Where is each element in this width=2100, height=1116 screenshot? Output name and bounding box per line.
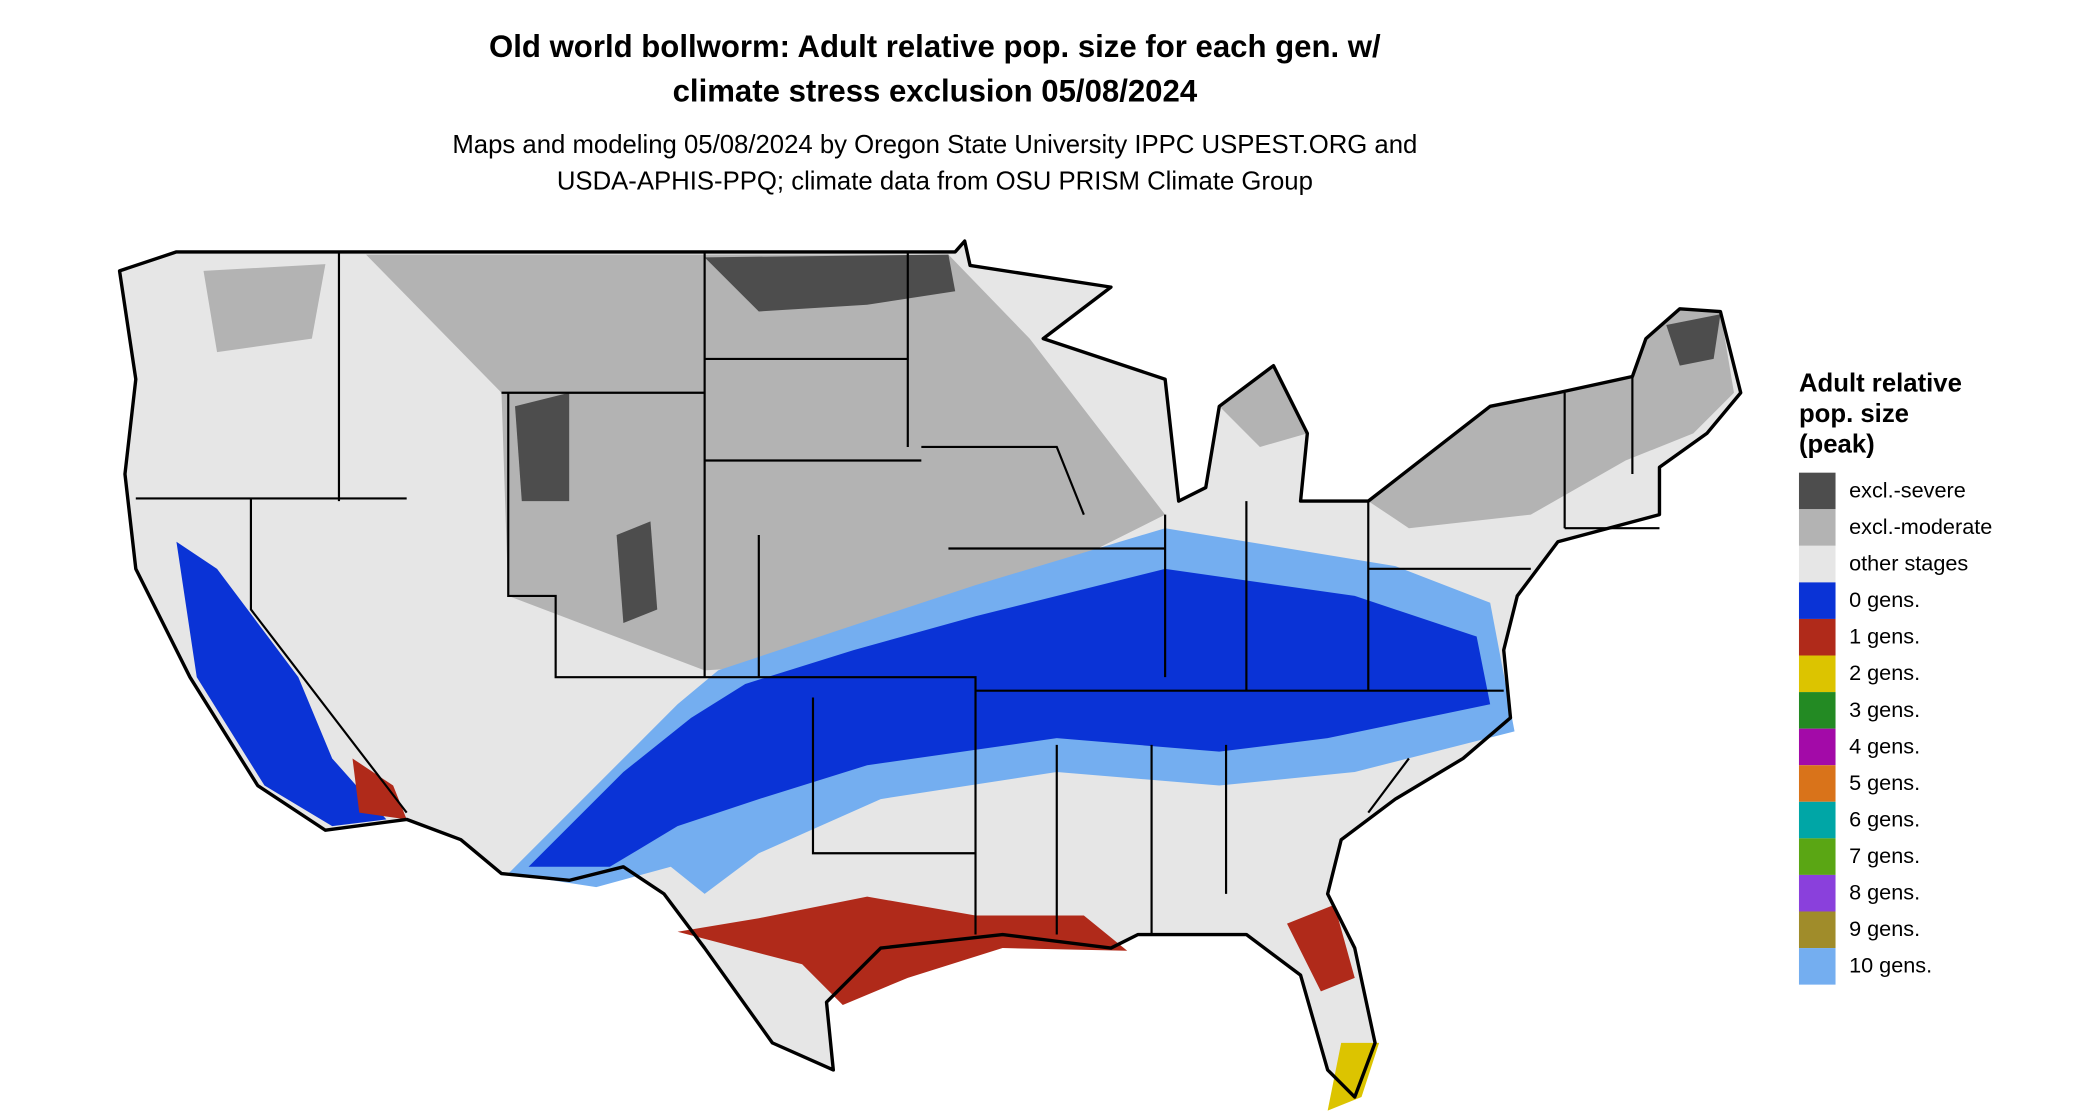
legend-swatch (1798, 545, 1836, 583)
legend-label: 6 gens. (1849, 806, 1920, 831)
state-border (135, 251, 1660, 935)
legend-label: 7 gens. (1849, 843, 1920, 868)
legend-title: Adult relative (1799, 369, 1962, 397)
legend-swatch (1798, 911, 1836, 949)
legend-swatch (1798, 472, 1836, 510)
legend-label: 9 gens. (1849, 916, 1920, 941)
legend-label: 2 gens. (1849, 660, 1920, 685)
legend-label: excl.-severe (1849, 477, 1966, 502)
region-severe (616, 521, 658, 624)
region-moderate (366, 254, 1166, 671)
legend: Adult relative pop. size(peak) excl.-sever… (1798, 369, 1992, 985)
legend-label: 5 gens. (1849, 770, 1920, 795)
region-moderate (1368, 308, 1734, 529)
title-line: climate stress exclusion 05/08/2024 (673, 74, 1198, 109)
legend-label: 1 gens. (1849, 624, 1920, 649)
legend-title: pop. size (1799, 400, 1909, 428)
legend-label: 4 gens. (1849, 733, 1920, 758)
region-2-gens (1327, 1042, 1380, 1111)
legend-swatch (1798, 509, 1836, 546)
us-map (117, 239, 1743, 1111)
legend-swatch (1798, 618, 1836, 656)
legend-label: other stages (1849, 550, 1968, 575)
region-0-gens (528, 568, 1491, 867)
legend-swatch (1798, 874, 1836, 912)
region-severe (1666, 314, 1721, 366)
legend-swatch (1798, 728, 1836, 766)
legend-label: 8 gens. (1849, 880, 1920, 905)
region-1-gens (352, 758, 407, 820)
region-1-gens (1287, 904, 1355, 992)
region-moderate (1219, 365, 1308, 447)
legend-swatch (1798, 801, 1836, 839)
legend-title: (peak) (1799, 430, 1875, 458)
legend-swatch (1798, 655, 1836, 693)
legend-label: 3 gens. (1849, 697, 1920, 722)
legend-swatch (1798, 692, 1836, 729)
region-severe (515, 392, 570, 502)
title-line: Old world bollworm: Adult relative pop. … (489, 29, 1381, 64)
legend-swatch (1798, 582, 1836, 619)
legend-label: 0 gens. (1849, 587, 1920, 612)
subtitle-line: Maps and modeling 05/08/2024 by Oregon S… (452, 131, 1417, 159)
region-0-gens (176, 541, 387, 827)
legend-swatch (1798, 838, 1836, 875)
subtitle-line: USDA-APHIS-PPQ; climate data from OSU PR… (557, 168, 1313, 196)
legend-swatch (1798, 765, 1836, 802)
legend-label: 10 gens. (1849, 953, 1932, 978)
region-severe (704, 254, 956, 312)
us-outline (117, 239, 1743, 1099)
region-1-gens (677, 896, 1128, 1005)
legend-label: excl.-moderate (1849, 514, 1992, 539)
region-moderate (203, 264, 326, 353)
legend-swatch (1798, 948, 1836, 985)
